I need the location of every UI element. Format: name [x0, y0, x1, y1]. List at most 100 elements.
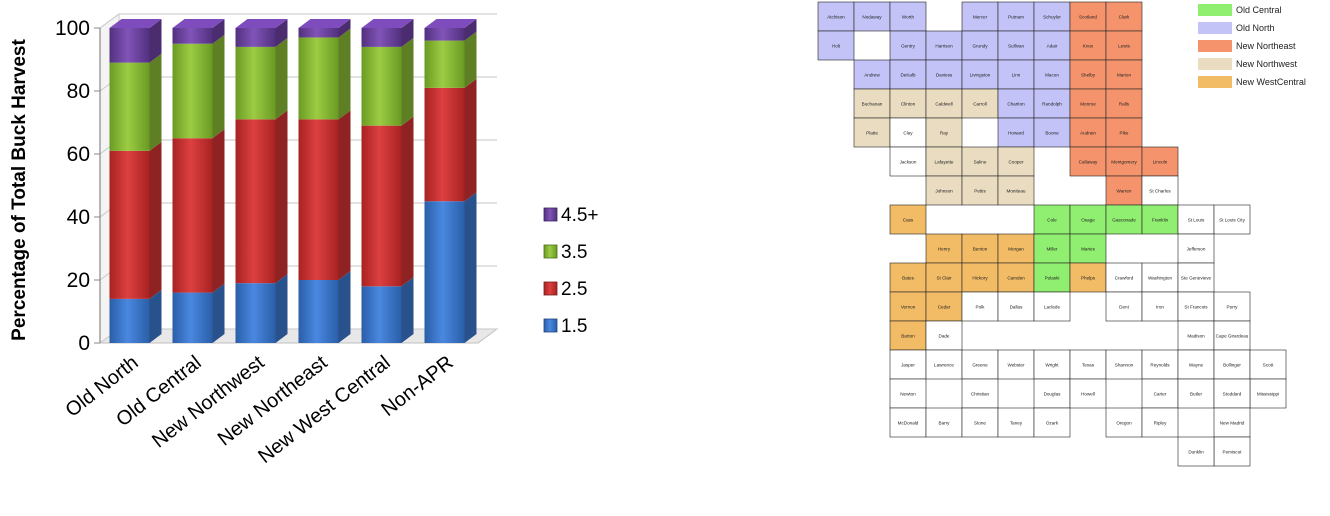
map-legend-swatch	[1198, 58, 1232, 70]
county-shannon: Shannon	[1105, 349, 1143, 380]
county-washington: Washington	[1141, 262, 1179, 293]
bar-segment-old-north-1.5	[109, 289, 162, 343]
county-label: DeKalb	[900, 73, 916, 78]
bar-front	[172, 138, 213, 293]
county-shape	[1213, 407, 1251, 438]
bar-side	[338, 19, 351, 38]
county-new-madrid: New Madrid	[1213, 407, 1251, 438]
bar-front	[298, 28, 339, 38]
county-shape	[889, 146, 927, 177]
county-label: Grundy	[972, 44, 988, 49]
county-shape	[889, 1, 927, 32]
county-osage: Osage	[1069, 204, 1107, 235]
missouri-region-map: Atchison Nodaway Worth Mercer Putnam Schuyler…	[817, 1, 1306, 467]
bars	[109, 19, 477, 343]
county-shape	[961, 146, 999, 177]
county-label: Oregon	[1116, 421, 1132, 426]
county-linn: Linn	[997, 59, 1035, 90]
county-label: Douglas	[1044, 392, 1062, 397]
county-audrain: Audrain	[1069, 117, 1107, 148]
county-dunklin: Dunklin	[1177, 436, 1215, 467]
county-ripley: Ripley	[1141, 407, 1179, 438]
county-label: Mercer	[973, 15, 988, 20]
county-shape	[889, 204, 927, 235]
county-adair: Adair	[1033, 30, 1071, 61]
county-shape	[1213, 436, 1251, 467]
county-label: Perry	[1227, 305, 1239, 310]
county-andrew: Andrew	[853, 59, 891, 90]
county-label: Audrain	[1080, 131, 1096, 136]
county-st-charles: St Charles	[1141, 175, 1179, 206]
county-label: Johnson	[935, 189, 953, 194]
county-label: Saline	[974, 160, 987, 165]
county-pettis: Pettis	[961, 175, 999, 206]
bar-side	[464, 78, 477, 202]
county-wright: Wright	[1033, 349, 1071, 380]
bar-segment-old-central-1.5	[172, 283, 225, 343]
county-hickory: Hickory	[961, 262, 999, 293]
county-taney: Taney	[997, 407, 1035, 438]
county-label: Pemiscot	[1223, 450, 1243, 455]
bar-side	[275, 19, 288, 47]
bar-front	[298, 280, 339, 343]
map-legend-item: Old Central	[1198, 4, 1282, 16]
bar-segment-non-apr-2.5	[424, 78, 477, 202]
county-shape	[1141, 175, 1179, 206]
county-shape	[889, 378, 927, 409]
county-label: Barton	[901, 334, 915, 339]
county-warren: Warren	[1105, 175, 1143, 206]
county-christian: Christian	[961, 378, 999, 409]
y-axis-title: Percentage of Total Buck Harvest	[9, 39, 30, 341]
county-label: Pike	[1120, 131, 1129, 136]
county-lewis: Lewis	[1105, 30, 1143, 61]
bar-front	[235, 46, 276, 120]
county-shape	[889, 320, 927, 351]
bar-front	[424, 201, 465, 343]
county-webster: Webster	[997, 349, 1035, 380]
county-benton: Benton	[961, 233, 999, 264]
county-shape	[1141, 407, 1179, 438]
county-shape	[817, 30, 855, 61]
county-shape	[889, 88, 927, 119]
county-shape	[925, 59, 963, 90]
county-cooper: Cooper	[997, 146, 1035, 177]
county-texas: Texas	[1069, 349, 1107, 380]
county-ray: Ray	[925, 117, 963, 148]
county-iron: Iron	[1141, 291, 1179, 322]
map-legend-label: New WestCentral	[1236, 77, 1306, 87]
county-label: Butler	[1190, 392, 1202, 397]
bar-side	[338, 110, 351, 280]
y-tick-label: 80	[67, 80, 90, 103]
county-label: Clark	[1119, 15, 1130, 20]
county-label: Platte	[866, 131, 878, 136]
county-putnam: Putnam	[997, 1, 1035, 32]
bar-side	[149, 19, 162, 63]
county-label: Macon	[1045, 73, 1059, 78]
county-label: Clinton	[901, 102, 916, 107]
county-label: Pulaski	[1045, 276, 1060, 281]
bar-segment-old-north-3.5	[109, 53, 162, 151]
county-label: Ozark	[1046, 421, 1059, 426]
county-label: Knox	[1083, 44, 1094, 49]
bar-segment-old-north-2.5	[109, 141, 162, 299]
bar-front	[361, 286, 402, 343]
county-howell: Howell	[1069, 378, 1107, 409]
county-shape	[997, 146, 1035, 177]
county-label: Webster	[1007, 363, 1024, 368]
county-label: Iron	[1156, 305, 1164, 310]
bar-segment-old-central-2.5	[172, 129, 225, 293]
county-livingston: Livingston	[961, 59, 999, 90]
bar-segment-new-west-central-1.5	[361, 277, 414, 343]
county-label: Atchison	[827, 15, 845, 20]
county-dekalb: DeKalb	[889, 59, 927, 90]
county-label: Holt	[832, 44, 841, 49]
legend-label: 4.5+	[561, 205, 599, 226]
county-boone: Boone	[1033, 117, 1071, 148]
county-label: Callaway	[1079, 160, 1098, 165]
county-shape	[997, 175, 1035, 206]
bar-segment-new-west-central-2.5	[361, 116, 414, 287]
map-legend-label: New Northwest	[1236, 59, 1298, 69]
bar-side	[338, 28, 351, 120]
county-perry: Perry	[1213, 291, 1251, 322]
county-dade: Dade	[925, 320, 963, 351]
